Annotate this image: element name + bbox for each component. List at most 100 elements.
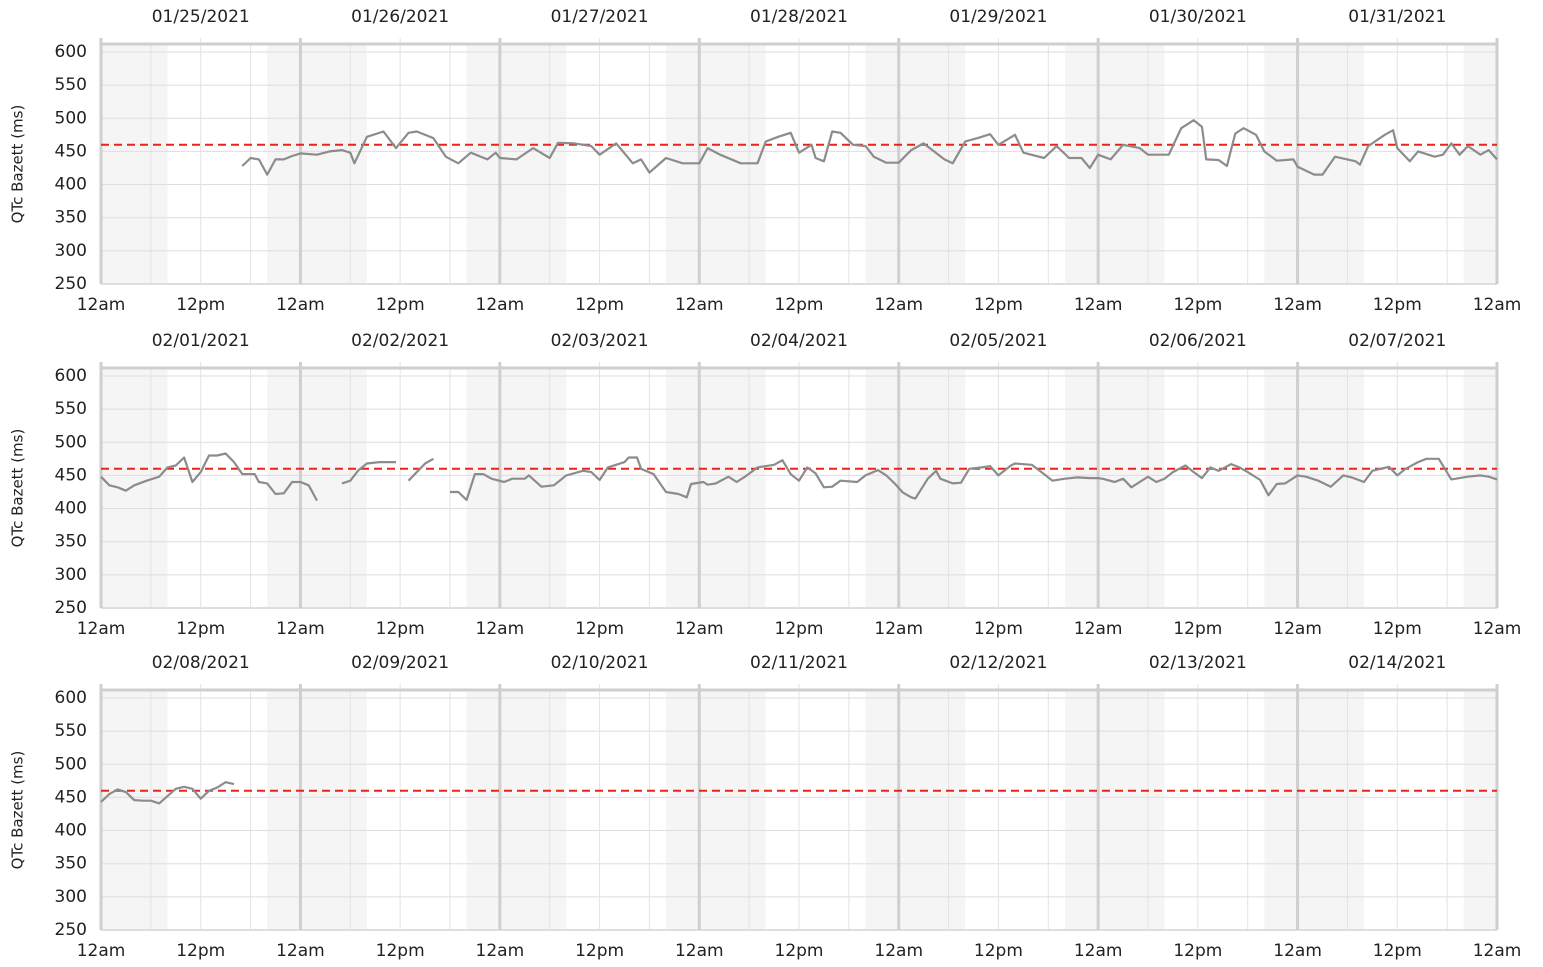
y-tick-label: 550 (55, 75, 87, 95)
y-tick-label: 350 (55, 854, 87, 874)
x-tick-label: 12am (476, 295, 525, 315)
night-band (466, 690, 567, 930)
day-label: 02/12/2021 (949, 653, 1047, 673)
night-band (865, 368, 966, 608)
x-tick-label: 12am (476, 619, 525, 639)
x-tick-label: 12pm (176, 295, 225, 315)
x-tick-label: 12am (476, 941, 525, 961)
day-label: 02/14/2021 (1348, 653, 1446, 673)
x-tick-label: 12pm (974, 619, 1023, 639)
x-tick-label: 12am (77, 941, 126, 961)
day-label: 01/25/2021 (152, 7, 250, 27)
x-tick-label: 12am (276, 619, 325, 639)
night-band (1463, 368, 1497, 608)
qtc-line (100, 781, 235, 805)
x-tick-label: 12am (77, 295, 126, 315)
day-label: 02/04/2021 (750, 331, 848, 351)
day-label: 01/27/2021 (551, 7, 649, 27)
x-tick-label: 12pm (1373, 941, 1422, 961)
x-tick-label: 12am (276, 295, 325, 315)
y-axis-label: QTc Bazett (ms) (9, 105, 27, 224)
y-tick-label: 250 (55, 920, 87, 940)
day-label: 02/10/2021 (551, 653, 649, 673)
y-tick-label: 250 (55, 274, 87, 294)
x-tick-label: 12pm (176, 941, 225, 961)
x-tick-label: 12pm (1173, 941, 1222, 961)
x-tick-label: 12pm (1373, 619, 1422, 639)
y-tick-label: 500 (55, 754, 87, 774)
y-tick-label: 450 (55, 141, 87, 161)
y-tick-label: 600 (55, 366, 87, 386)
x-tick-label: 12pm (1373, 295, 1422, 315)
x-tick-label: 12am (675, 295, 724, 315)
qtc-line (100, 452, 1498, 502)
day-label: 02/03/2021 (551, 331, 649, 351)
night-band (1264, 690, 1365, 930)
x-tick-label: 12pm (775, 619, 824, 639)
night-band (1064, 44, 1165, 284)
x-tick-label: 12am (1273, 619, 1322, 639)
night-band (101, 690, 168, 930)
night-band (267, 44, 367, 284)
day-label: 02/13/2021 (1149, 653, 1247, 673)
x-tick-label: 12pm (974, 295, 1023, 315)
night-band (466, 44, 567, 284)
x-tick-label: 12am (1273, 941, 1322, 961)
panel: 250 300 350 400 450 500 550 600 12am 12pm 12am 12pm… (9, 331, 1522, 639)
night-band (101, 368, 168, 608)
day-label: 02/06/2021 (1149, 331, 1247, 351)
panel: 250 300 350 400 450 500 550 600 12am 12pm 12am 12pm… (9, 7, 1522, 315)
x-tick-label: 12am (1273, 295, 1322, 315)
y-axis-label: QTc Bazett (ms) (9, 751, 27, 870)
y-tick-label: 400 (55, 175, 87, 195)
y-tick-label: 250 (55, 598, 87, 618)
x-tick-label: 12am (276, 941, 325, 961)
x-tick-label: 12am (675, 941, 724, 961)
day-label: 02/01/2021 (152, 331, 250, 351)
x-tick-label: 12am (1473, 295, 1522, 315)
x-tick-label: 12pm (575, 295, 624, 315)
x-tick-label: 12pm (775, 295, 824, 315)
night-band (267, 690, 367, 930)
night-band (1064, 368, 1165, 608)
x-tick-label: 12am (874, 295, 923, 315)
night-band (865, 44, 966, 284)
y-tick-label: 300 (55, 565, 87, 585)
x-tick-label: 12pm (376, 619, 425, 639)
x-tick-label: 12pm (1173, 619, 1222, 639)
day-label: 02/07/2021 (1348, 331, 1446, 351)
y-tick-label: 500 (55, 432, 87, 452)
day-label: 02/08/2021 (152, 653, 250, 673)
x-tick-label: 12am (874, 619, 923, 639)
day-label: 01/26/2021 (351, 7, 449, 27)
night-band (865, 690, 966, 930)
y-tick-label: 350 (55, 532, 87, 552)
x-tick-label: 12am (77, 619, 126, 639)
x-tick-label: 12pm (176, 619, 225, 639)
day-label: 01/30/2021 (1149, 7, 1247, 27)
panel: 250 300 350 400 450 500 550 600 12am 12pm 12am 12pm… (9, 653, 1522, 961)
day-label: 01/29/2021 (949, 7, 1047, 27)
x-tick-label: 12am (675, 619, 724, 639)
x-tick-label: 12pm (775, 941, 824, 961)
day-label: 02/11/2021 (750, 653, 848, 673)
day-label: 02/05/2021 (949, 331, 1047, 351)
y-tick-label: 300 (55, 887, 87, 907)
x-tick-label: 12am (1473, 941, 1522, 961)
x-tick-label: 12am (1473, 619, 1522, 639)
y-tick-label: 500 (55, 108, 87, 128)
night-band (1463, 690, 1497, 930)
y-tick-label: 600 (55, 42, 87, 62)
night-band (666, 690, 766, 930)
x-tick-label: 12am (1074, 941, 1123, 961)
y-tick-label: 400 (55, 499, 87, 519)
x-tick-label: 12am (1074, 619, 1123, 639)
y-tick-label: 600 (55, 688, 87, 708)
day-label: 01/28/2021 (750, 7, 848, 27)
y-tick-label: 550 (55, 399, 87, 419)
y-tick-label: 400 (55, 821, 87, 841)
night-band (267, 368, 367, 608)
y-tick-label: 350 (55, 208, 87, 228)
y-axis-label: QTc Bazett (ms) (9, 429, 27, 548)
